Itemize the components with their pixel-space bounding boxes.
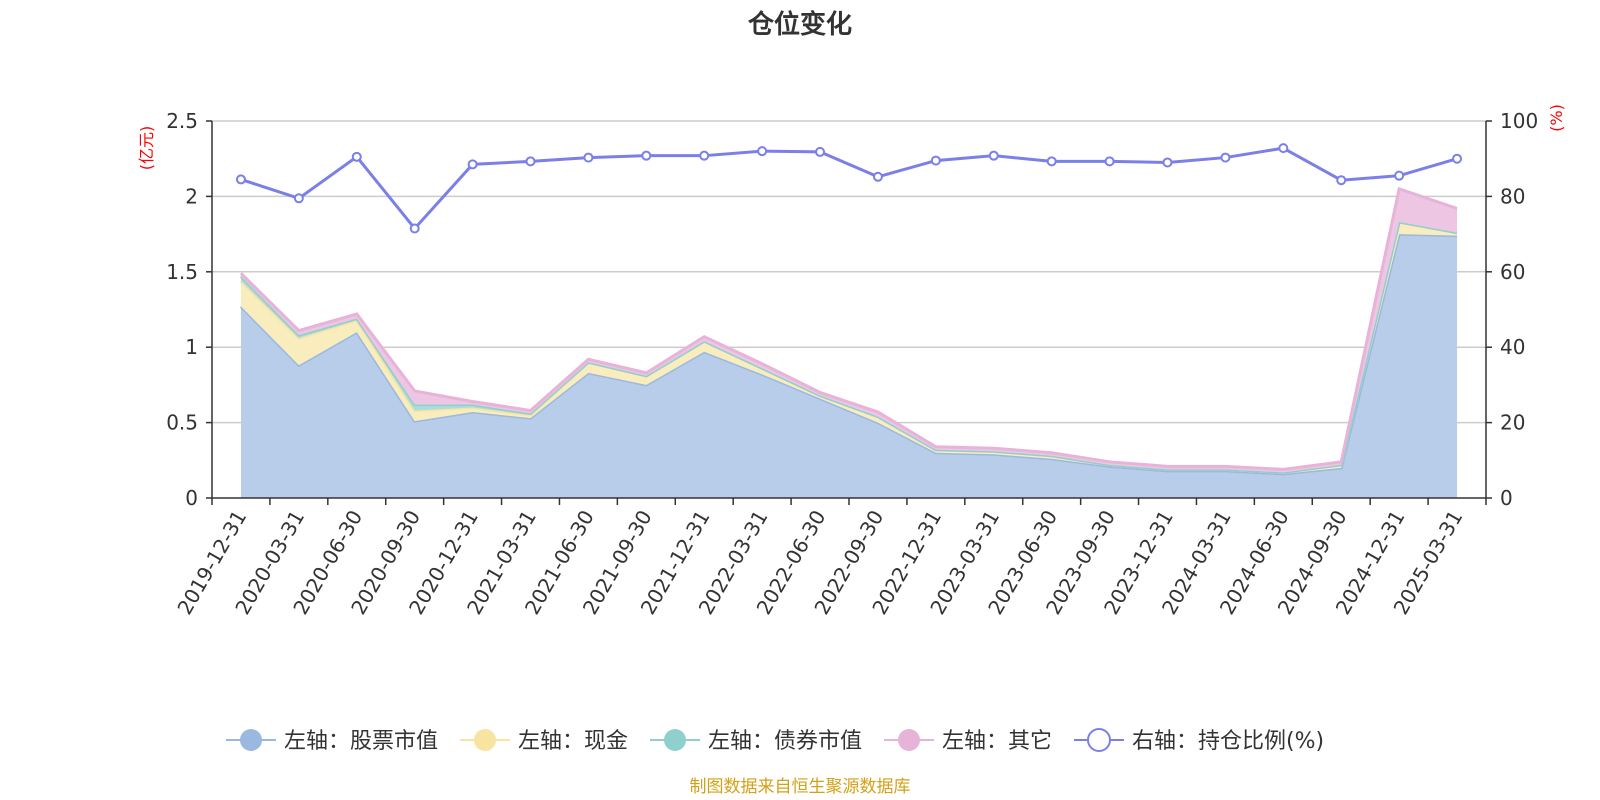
legend-item[interactable]: 左轴：债券市值 xyxy=(650,729,862,754)
ratio-line-point xyxy=(988,150,999,161)
legend-item[interactable]: 左轴：现金 xyxy=(460,729,628,754)
stacked-areas xyxy=(239,186,1458,498)
legend-swatch-marker xyxy=(664,729,686,751)
ratio-line-point xyxy=(409,223,420,234)
legend-item[interactable]: 右轴：持仓比例(%) xyxy=(1074,728,1324,754)
right-axis-tick-label: 40 xyxy=(1500,335,1525,359)
left-axis-unit: (亿元) xyxy=(137,126,156,171)
ratio-line-point xyxy=(467,159,478,170)
legend-label: 左轴：现金 xyxy=(518,729,628,754)
area-左轴：股票市值 xyxy=(240,234,1458,498)
ratio-line-point xyxy=(1046,156,1057,167)
legend-item[interactable]: 左轴：其它 xyxy=(884,729,1052,754)
ratio-line-point xyxy=(525,156,536,167)
ratio-line-point xyxy=(583,152,594,163)
ratio-line-point xyxy=(1394,170,1405,181)
right-axis-unit: (%) xyxy=(1547,104,1566,132)
right-axis-tick-label: 80 xyxy=(1500,184,1525,208)
legend-item[interactable]: 左轴：股票市值 xyxy=(226,729,438,754)
chart-title: 仓位变化 xyxy=(747,9,852,40)
legend-swatch-marker xyxy=(1087,728,1111,752)
data-source-note: 制图数据来自恒生聚源数据库 xyxy=(690,777,911,797)
ratio-line-point xyxy=(351,151,362,162)
position-ratio-line xyxy=(235,143,1463,234)
ratio-line-point xyxy=(930,155,941,166)
left-axis-tick-label: 2 xyxy=(185,184,198,208)
right-axis-tick-label: 20 xyxy=(1500,411,1525,435)
ratio-line-point xyxy=(1278,143,1289,154)
right-axis-tick-label: 60 xyxy=(1500,260,1525,284)
area-edge-左轴：其它 xyxy=(239,186,1458,471)
ratio-line-point xyxy=(1220,152,1231,163)
left-axis-tick-label: 0 xyxy=(185,486,198,510)
left-axis-tick-label: 1.5 xyxy=(166,260,198,284)
legend-swatch-marker xyxy=(474,729,496,751)
ratio-line-point xyxy=(293,193,304,204)
grid-lines xyxy=(212,120,1486,424)
legend-label: 左轴：债券市值 xyxy=(708,729,862,754)
ratio-line-point xyxy=(1336,175,1347,186)
ratio-line-point xyxy=(757,146,768,157)
ratio-line-point xyxy=(872,171,883,182)
ratio-line-path xyxy=(240,146,1458,231)
legend-label: 右轴：持仓比例(%) xyxy=(1132,729,1324,754)
right-axis-tick-label: 100 xyxy=(1500,109,1538,133)
legend[interactable]: 左轴：股票市值 左轴：现金 左轴：债券市值 左轴：其它 右轴：持仓比例(%) xyxy=(226,728,1324,754)
ratio-line-point xyxy=(1162,157,1173,168)
ratio-line-point xyxy=(699,150,710,161)
legend-swatch-marker xyxy=(898,729,920,751)
ratio-line-point xyxy=(1104,156,1115,167)
right-axis-tick-label: 0 xyxy=(1500,486,1513,510)
ratio-line-point xyxy=(1452,153,1463,164)
ratio-line-point xyxy=(641,150,652,161)
ratio-line-point xyxy=(235,174,246,185)
left-axis-tick-label: 2.5 xyxy=(166,109,198,133)
ratio-line-point xyxy=(815,146,826,157)
legend-label: 左轴：其它 xyxy=(942,729,1052,754)
left-axis-tick-label: 1 xyxy=(185,335,198,359)
legend-label: 左轴：股票市值 xyxy=(284,729,438,754)
left-axis-tick-label: 0.5 xyxy=(166,411,198,435)
legend-swatch-marker xyxy=(240,729,262,751)
